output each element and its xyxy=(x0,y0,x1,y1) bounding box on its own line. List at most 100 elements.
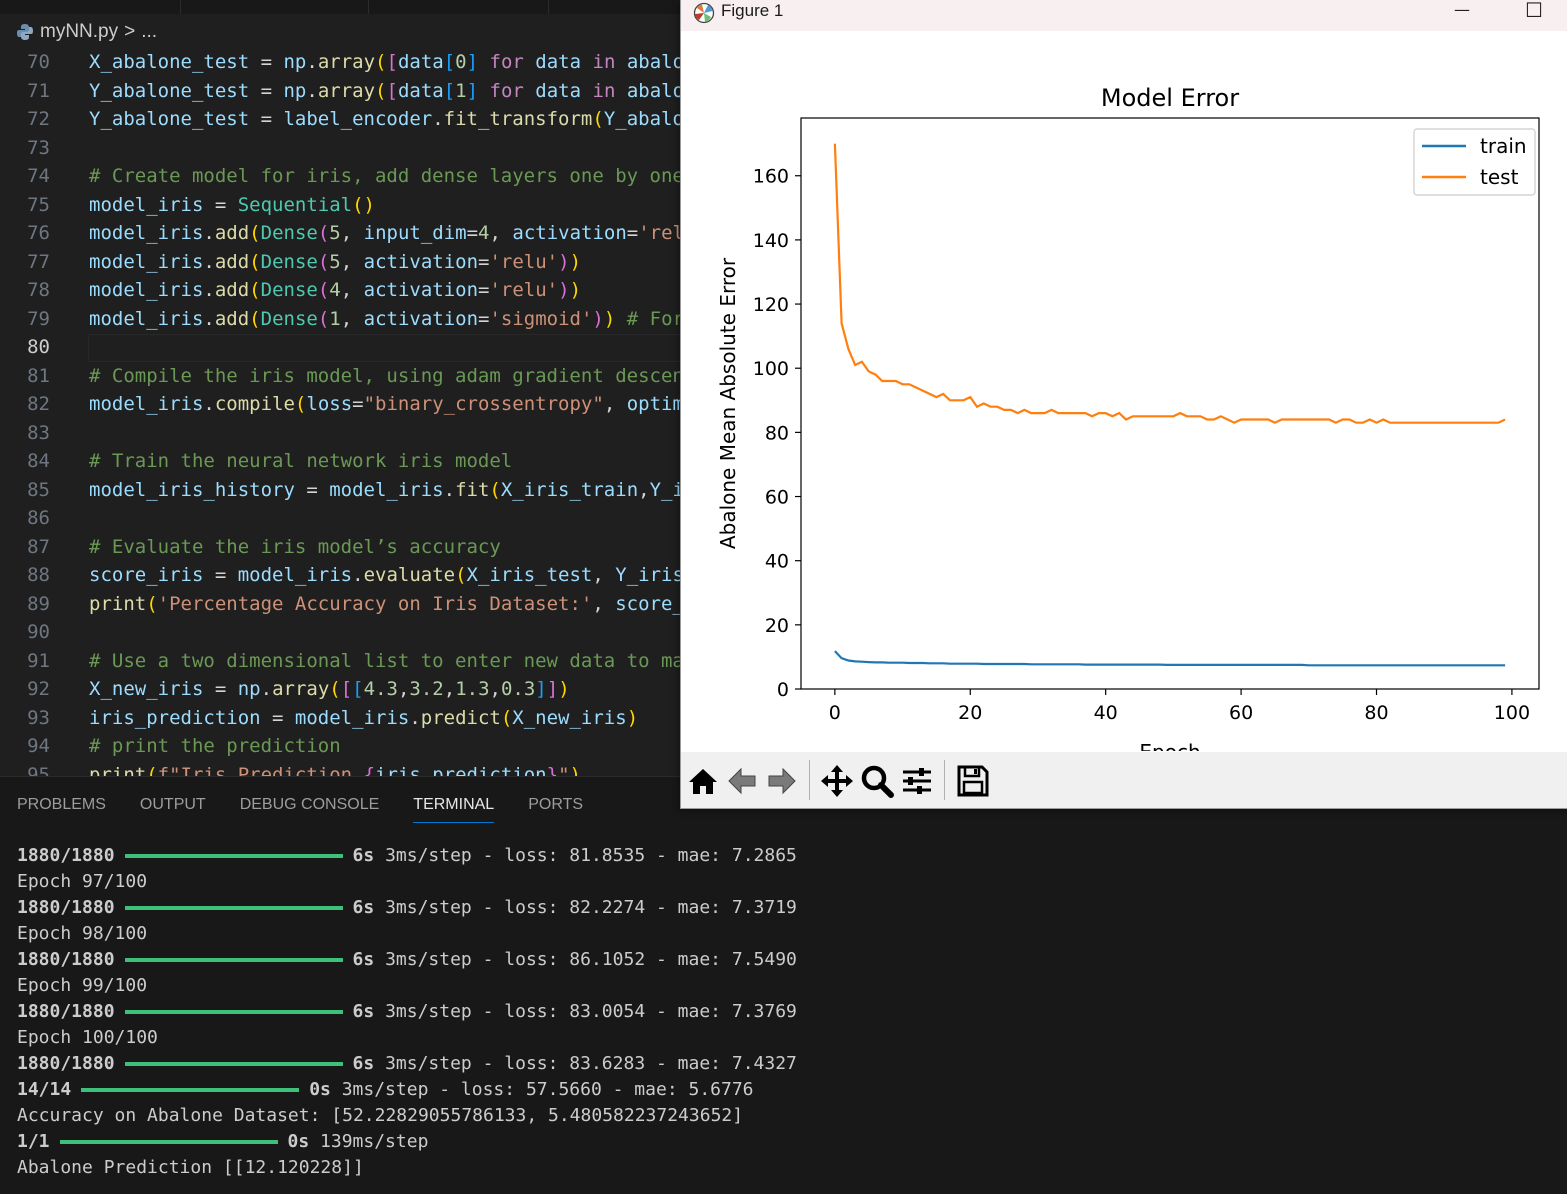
step-metrics: 3ms/step - loss: 81.8535 - mae: 7.2865 xyxy=(374,845,797,866)
line-number: 95 xyxy=(27,763,50,777)
step-time: 0s xyxy=(309,1079,331,1100)
code-token: ] xyxy=(546,678,559,700)
tab-ports[interactable]: PORTS xyxy=(528,796,584,813)
minimize-button[interactable]: — xyxy=(1454,0,1470,19)
x-tick-label: 100 xyxy=(1494,702,1530,724)
code-token: = xyxy=(478,279,490,301)
line-number: 82 xyxy=(27,393,50,415)
code-token: model_iris xyxy=(89,222,204,244)
code-line[interactable]: 90 xyxy=(0,618,1567,646)
tab-output[interactable]: OUTPUT xyxy=(139,796,206,813)
code-line[interactable]: 94 # print the prediction xyxy=(0,732,1567,760)
code-token: ] xyxy=(535,678,547,700)
step-time: 6s xyxy=(352,897,375,918)
code-token: ( xyxy=(317,307,330,330)
code-token: ) xyxy=(569,250,582,273)
x-tick-label: 80 xyxy=(1364,702,1388,724)
code-token: model_iris xyxy=(294,706,410,729)
code-line[interactable]: 92 X_new_iris = np.array([[4.3,3.2,1.3,0.… xyxy=(0,675,1567,703)
code-token: = xyxy=(478,307,490,330)
code-token: data xyxy=(397,51,444,73)
code-line[interactable]: 74 # Create model for iris, add dense lay… xyxy=(0,162,1567,190)
code-token: , xyxy=(603,393,627,415)
figure-window[interactable]: Figure 1 — ☐ Model Error 0 20 40 60 80 100 0 20 4… xyxy=(680,0,1567,809)
code-token: [ xyxy=(352,678,364,700)
code-line[interactable]: 75 model_iris = Sequential() xyxy=(0,191,1567,219)
code-token: # Create model for iris, add dense layer… xyxy=(89,165,684,187)
code-token: } xyxy=(546,763,559,777)
progress-bar xyxy=(124,854,343,858)
code-line[interactable]: 82 model_iris.compile(loss="binary_crosse… xyxy=(0,390,1567,418)
step-metrics: 139ms/step xyxy=(309,1131,429,1152)
code-line[interactable]: 77 model_iris.add(Dense(5, activation='re… xyxy=(0,248,1567,276)
chart-title: Model Error xyxy=(1101,84,1239,112)
pan-button[interactable] xyxy=(819,764,855,798)
save-icon xyxy=(957,765,989,797)
code-text: # Compile the iris model, using adam gra… xyxy=(89,362,695,390)
code-line[interactable]: 78 model_iris.add(Dense(4, activation='re… xyxy=(0,276,1567,304)
zoom-button[interactable] xyxy=(859,764,895,798)
terminal-text: Accuracy on Abalone Dataset: [52.2282905… xyxy=(17,1105,744,1126)
code-token: , xyxy=(340,222,364,244)
step-metrics: 3ms/step - loss: 83.6283 - mae: 7.4327 xyxy=(374,1053,797,1074)
tab-terminal[interactable]: TERMINAL xyxy=(396,777,511,823)
step-time: 0s xyxy=(287,1131,310,1152)
save-button[interactable] xyxy=(955,764,991,798)
breadcrumb[interactable]: myNN.py > ... xyxy=(16,19,157,45)
code-token: 4 xyxy=(329,279,341,301)
breadcrumb-file[interactable]: myNN.py xyxy=(40,21,119,42)
progress-bar xyxy=(124,1062,343,1066)
code-line[interactable]: 83 xyxy=(0,419,1567,447)
step-metrics: 3ms/step - loss: 82.2274 - mae: 7.3719 xyxy=(374,897,797,918)
maximize-button[interactable]: ☐ xyxy=(1525,0,1543,22)
editor-tab[interactable] xyxy=(0,0,181,14)
code-line[interactable]: 95 print(f"Iris Prediction {iris_predicti… xyxy=(0,761,1567,777)
code-line[interactable]: 76 model_iris.add(Dense(5, input_dim=4, a… xyxy=(0,219,1567,247)
code-token: Dense xyxy=(260,307,318,330)
home-button[interactable] xyxy=(685,764,721,798)
code-token xyxy=(524,51,535,73)
tab-debug-console[interactable]: DEBUG CONSOLE xyxy=(239,796,380,813)
editor-tab[interactable] xyxy=(180,0,369,14)
configure-subplots-button[interactable] xyxy=(899,764,935,798)
code-token: 0 xyxy=(455,51,467,73)
editor-tab[interactable] xyxy=(368,0,549,14)
code-token: . xyxy=(409,706,421,729)
step-count: 1880/1880 xyxy=(17,1001,115,1022)
code-token: , xyxy=(638,478,650,501)
code-token: score_iris xyxy=(89,564,204,586)
code-token: evaluate xyxy=(363,564,456,586)
code-line[interactable]: 73 xyxy=(0,134,1567,162)
code-line[interactable]: 81 # Compile the iris model, using adam g… xyxy=(0,362,1567,390)
line-number: 90 xyxy=(27,621,50,643)
code-token: ( xyxy=(489,478,501,501)
code-token: [ xyxy=(386,51,398,73)
code-token: label_encoder xyxy=(283,108,433,130)
code-token: . xyxy=(203,279,215,301)
breadcrumb-symbol[interactable]: ... xyxy=(141,21,158,42)
code-token: model_iris xyxy=(237,564,353,586)
figure-toolbar xyxy=(681,752,1567,808)
line-number: 87 xyxy=(27,535,50,558)
toolbar-divider xyxy=(944,760,945,800)
code-token: { xyxy=(363,763,376,777)
step-time: 6s xyxy=(352,1001,375,1022)
code-line[interactable]: 93 iris_prediction = model_iris.predict(X… xyxy=(0,704,1567,732)
forward-button[interactable] xyxy=(763,764,799,798)
code-token: array xyxy=(317,51,376,73)
terminal-line: Epoch 98/100 xyxy=(17,921,797,947)
code-token: , xyxy=(592,564,616,586)
terminal-output[interactable]: 1880/1880 6s 3ms/step - loss: 81.8535 - m… xyxy=(17,843,797,1181)
figure-title-bar[interactable]: Figure 1 — ☐ xyxy=(681,0,1567,31)
code-token: = xyxy=(626,222,639,244)
code-token: "binary_crossentropy" xyxy=(363,393,604,415)
code-line[interactable]: 84 # Train the neural network iris model xyxy=(0,447,1567,475)
back-button[interactable] xyxy=(725,764,761,798)
code-token: # Evaluate the iris model’s accuracy xyxy=(89,535,501,558)
code-line[interactable]: 87 # Evaluate the iris model’s accuracy xyxy=(0,533,1567,561)
line-number: 89 xyxy=(27,592,50,615)
code-token: data xyxy=(397,79,444,102)
y-tick-label: 20 xyxy=(765,615,789,637)
code-line[interactable]: 86 xyxy=(0,504,1567,532)
tab-problems[interactable]: PROBLEMS xyxy=(17,796,106,813)
